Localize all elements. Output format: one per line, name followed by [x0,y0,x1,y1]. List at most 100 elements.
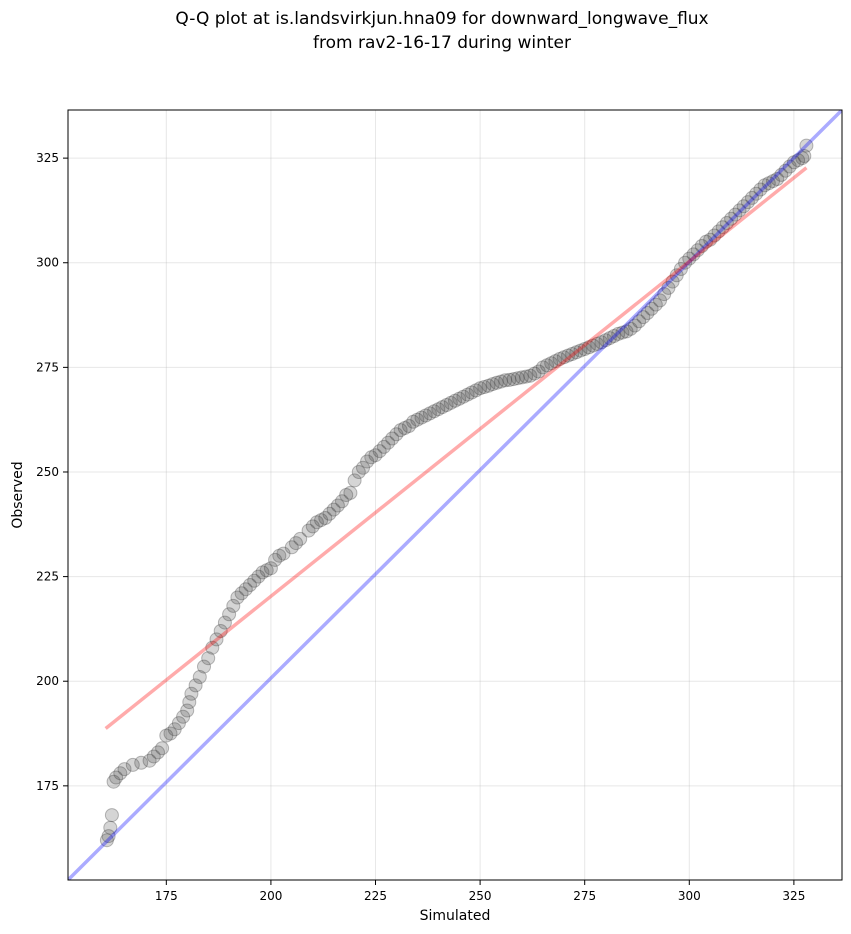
qq-point [263,561,278,576]
scatter-points [99,138,814,848]
qq-point [184,686,199,701]
qq-point [422,406,437,421]
x-tick-label: 325 [782,889,805,903]
qq-point [778,163,793,178]
qq-point [197,659,211,674]
qq-point [209,632,224,647]
qq-point [719,216,734,230]
y-tick-label: 250 [36,465,59,479]
qq-point [393,423,408,438]
qq-point [774,167,789,182]
qq-point [414,410,429,425]
y-tick-label: 275 [36,360,59,374]
y-tick-label: 225 [36,570,59,584]
qq-point [745,190,759,205]
qq-point [648,297,663,312]
qq-point [686,247,701,262]
qq-point [360,454,375,469]
qq-point [448,393,462,408]
qq-point [510,371,525,386]
qq-point [117,762,132,777]
qq-point [435,400,450,415]
qq-point [678,255,693,270]
qq-point [335,494,349,509]
plot-area-frame [67,109,843,881]
qq-point [293,531,308,546]
y-axis-ticks: 175 200 225 250 275 300 325 [36,151,68,793]
qq-point [418,408,433,423]
one-to-one-line [68,110,842,880]
qq-point [180,703,195,718]
qq-point [188,678,203,693]
qq-point [247,573,262,588]
x-axis-label: Simulated [420,908,491,924]
qq-point [690,243,705,258]
qq-point [640,306,655,320]
qq-point [402,419,416,433]
qq-point [272,548,287,563]
qq-point [531,364,546,379]
x-tick-label: 250 [469,889,492,903]
qq-point [343,485,358,500]
qq-point [243,578,257,592]
qq-point [125,757,140,772]
qq-point [134,755,149,770]
y-axis-label: Observed [10,461,26,528]
qq-point [452,391,467,406]
qq-point [611,326,626,341]
qq-point [176,709,191,724]
qq-point [797,149,812,163]
qq-point [786,155,801,170]
qq-point [548,354,563,369]
qq-point [694,239,709,253]
qq-point [201,651,216,666]
qq-point [590,336,605,351]
qq-point [707,228,722,243]
qq-point [502,372,517,387]
qq-point [799,138,814,153]
qq-point [213,624,228,638]
qq-point [782,159,797,174]
qq-point [644,301,659,316]
qq-point [561,348,575,363]
qq-point [552,352,567,366]
qq-point [192,670,207,684]
qq-point [314,513,329,528]
y-tick-label: 200 [36,674,59,688]
qq-point [368,448,383,463]
qq-point [673,262,688,276]
qq-point [619,324,634,339]
qq-point [142,753,157,768]
x-tick-label: 200 [259,889,282,903]
qq-point [222,607,237,622]
qq-point [766,174,780,189]
qq-point [159,728,174,743]
qq-point [276,546,291,561]
qq-point [523,368,538,383]
qq-point [439,398,454,412]
qq-point [347,473,362,488]
qq-point [711,224,726,239]
qq-point [372,444,387,459]
x-tick-label: 275 [573,889,596,903]
qq-point [602,331,617,346]
qq-point [607,329,621,343]
x-axis-ticks: 175 200 225 250 275 300 325 [155,880,805,903]
reference-lines [68,110,842,880]
qq-point [289,536,303,551]
qq-point [544,356,559,371]
qq-point [598,333,613,348]
qq-point [795,151,810,166]
qq-point [657,287,672,302]
qq-point [581,340,596,355]
x-tick-label: 225 [364,889,387,903]
chart-subtitle: from rav2-16-17 during winter [313,33,571,53]
y-tick-label: 175 [36,779,59,793]
qq-point [217,615,232,630]
qq-point [632,314,647,329]
qq-point [259,563,274,578]
qq-point [527,366,542,381]
qq-point [230,590,245,605]
qq-point [381,435,396,450]
qq-point [594,335,609,350]
